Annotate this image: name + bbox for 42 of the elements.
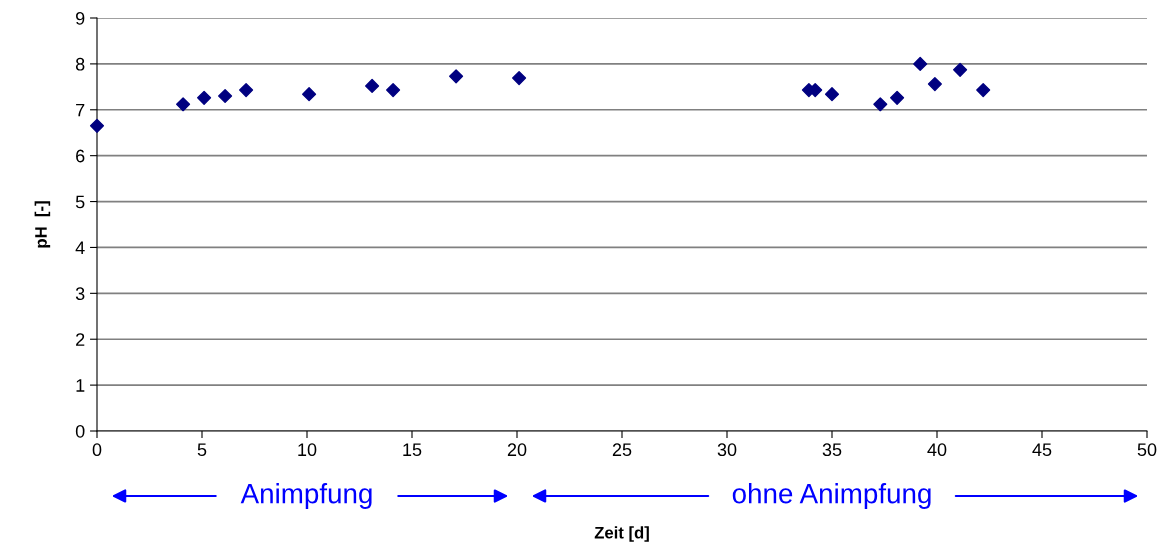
x-axis-title: Zeit [d] xyxy=(594,526,649,542)
text: Animpfung xyxy=(240,483,372,509)
point xyxy=(176,97,191,112)
y-tick-label: 5 xyxy=(75,195,85,209)
point xyxy=(449,69,464,84)
point xyxy=(386,82,401,98)
y-tick-label: 4 xyxy=(75,241,85,254)
point xyxy=(824,87,840,102)
y-tick-label: 1 xyxy=(76,379,85,392)
point xyxy=(927,77,942,92)
y-axis-title: pH [-] xyxy=(34,201,51,248)
point xyxy=(365,78,380,93)
y-tick-label: 3 xyxy=(75,287,85,301)
x-tick-label: 25 xyxy=(612,443,632,457)
x-tick-label: 50 xyxy=(1137,443,1157,457)
point xyxy=(976,82,991,98)
x-tick-label: 10 xyxy=(298,443,317,457)
x-tick-label: 5 xyxy=(197,443,207,457)
point xyxy=(239,82,254,98)
y-tick-label: 0 xyxy=(75,424,85,438)
y-tick-label: 8 xyxy=(75,57,85,71)
point xyxy=(302,87,317,102)
point xyxy=(873,97,888,112)
y-tick-label: 6 xyxy=(76,149,85,163)
point xyxy=(913,56,928,71)
point xyxy=(197,90,212,105)
x-tick-label: 45 xyxy=(1032,443,1052,457)
y-tick-label: 9 xyxy=(76,11,85,25)
x-tick-label: 15 xyxy=(403,443,422,457)
point xyxy=(890,90,905,105)
x-tick-label: 30 xyxy=(717,443,737,457)
point xyxy=(218,88,233,104)
y-tick-label: 2 xyxy=(76,333,85,346)
x-tick-label: 20 xyxy=(507,443,527,457)
point xyxy=(953,62,968,77)
x-tick-label: 35 xyxy=(822,443,842,457)
x-tick-label: 0 xyxy=(92,443,102,457)
text: ohne Animpfung xyxy=(732,483,931,509)
point xyxy=(512,71,527,86)
y-tick-label: 7 xyxy=(76,103,85,117)
point xyxy=(89,118,105,133)
x-tick-label: 40 xyxy=(927,443,947,457)
